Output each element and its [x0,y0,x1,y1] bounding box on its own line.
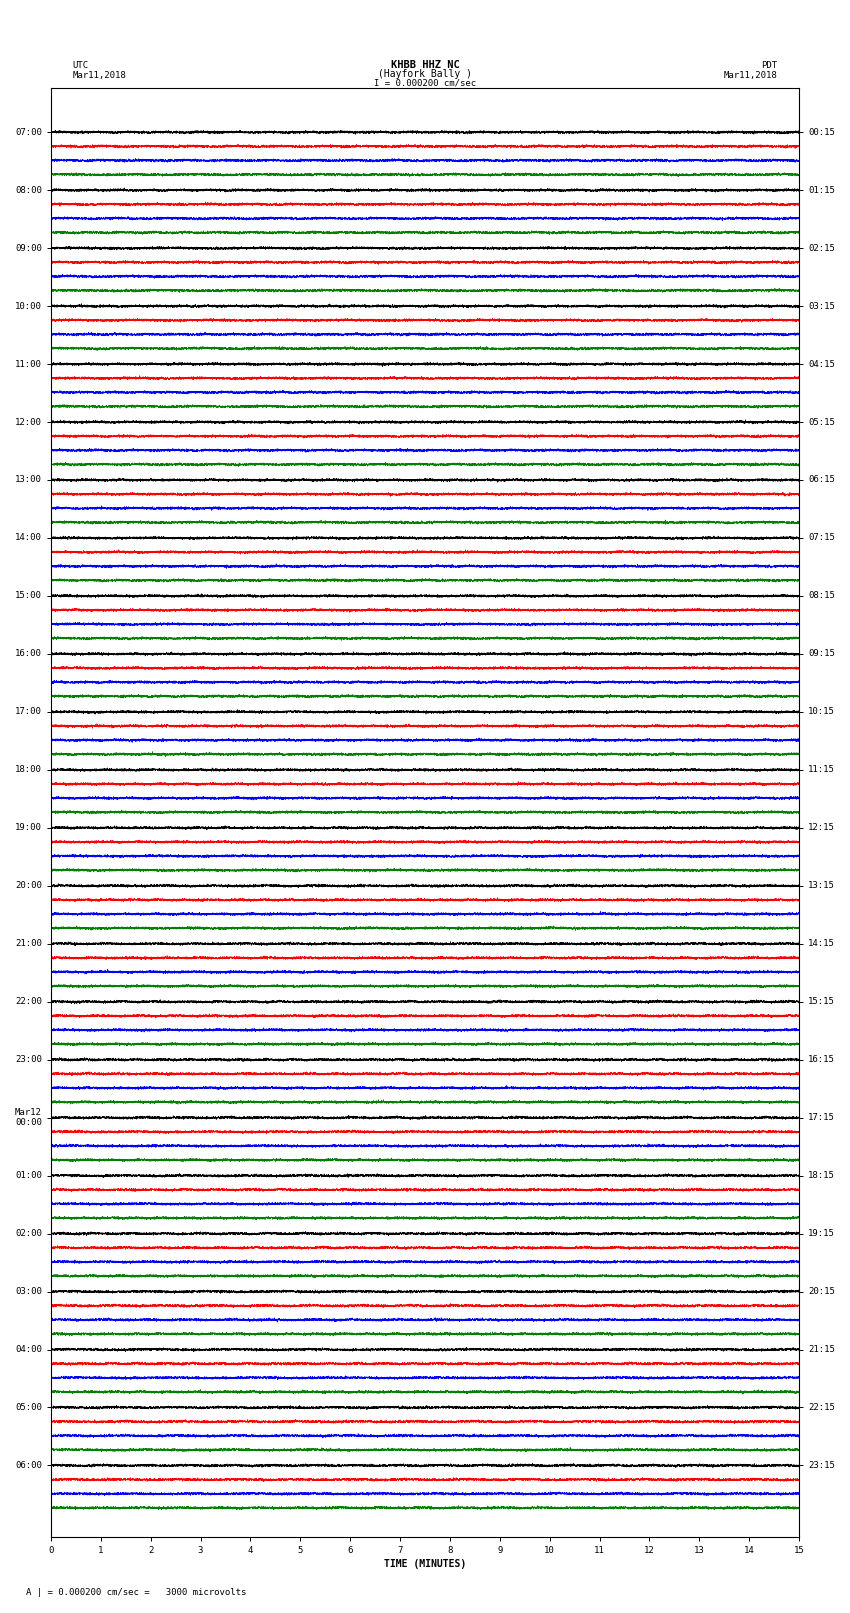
Text: (Hayfork Bally ): (Hayfork Bally ) [378,69,472,79]
Text: Mar11,2018: Mar11,2018 [724,71,778,79]
Text: Mar11,2018: Mar11,2018 [72,71,126,79]
Text: KHBB HHZ NC: KHBB HHZ NC [391,60,459,71]
Text: I = 0.000200 cm/sec: I = 0.000200 cm/sec [374,79,476,87]
X-axis label: TIME (MINUTES): TIME (MINUTES) [384,1560,466,1569]
Text: A | = 0.000200 cm/sec =   3000 microvolts: A | = 0.000200 cm/sec = 3000 microvolts [26,1587,246,1597]
Text: UTC: UTC [72,61,88,71]
Text: PDT: PDT [762,61,778,71]
